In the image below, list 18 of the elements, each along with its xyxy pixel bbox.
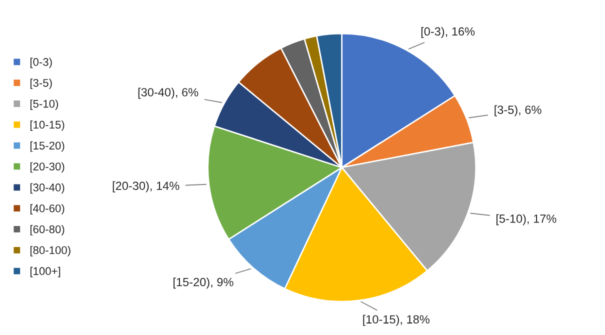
data-label: [0-3), 16% xyxy=(421,26,475,38)
legend-label: [80-100) xyxy=(30,246,70,256)
data-label: [10-15), 18% xyxy=(363,314,430,326)
data-label: [20-30), 14% xyxy=(112,181,180,192)
legend-label: [15-20) xyxy=(30,141,64,152)
data-label: [3-5), 6% xyxy=(494,105,542,116)
legend-label: [100+] xyxy=(30,266,60,278)
legend-label: [60-80) xyxy=(30,225,64,236)
legend-label: [20-30) xyxy=(30,162,64,173)
data-label: [5-10), 17% xyxy=(496,214,556,226)
legend-label: [10-15) xyxy=(30,120,64,131)
data-label: [15-20), 9% xyxy=(174,278,234,289)
data-label: [30-40), 6% xyxy=(138,88,198,99)
legend-label: [30-40) xyxy=(30,183,64,194)
legend-label: [40-60) xyxy=(30,204,64,215)
legend-label: [0-3) xyxy=(30,58,52,68)
legend-label: [3-5) xyxy=(30,78,52,90)
legend-label: [5-10) xyxy=(30,100,58,110)
